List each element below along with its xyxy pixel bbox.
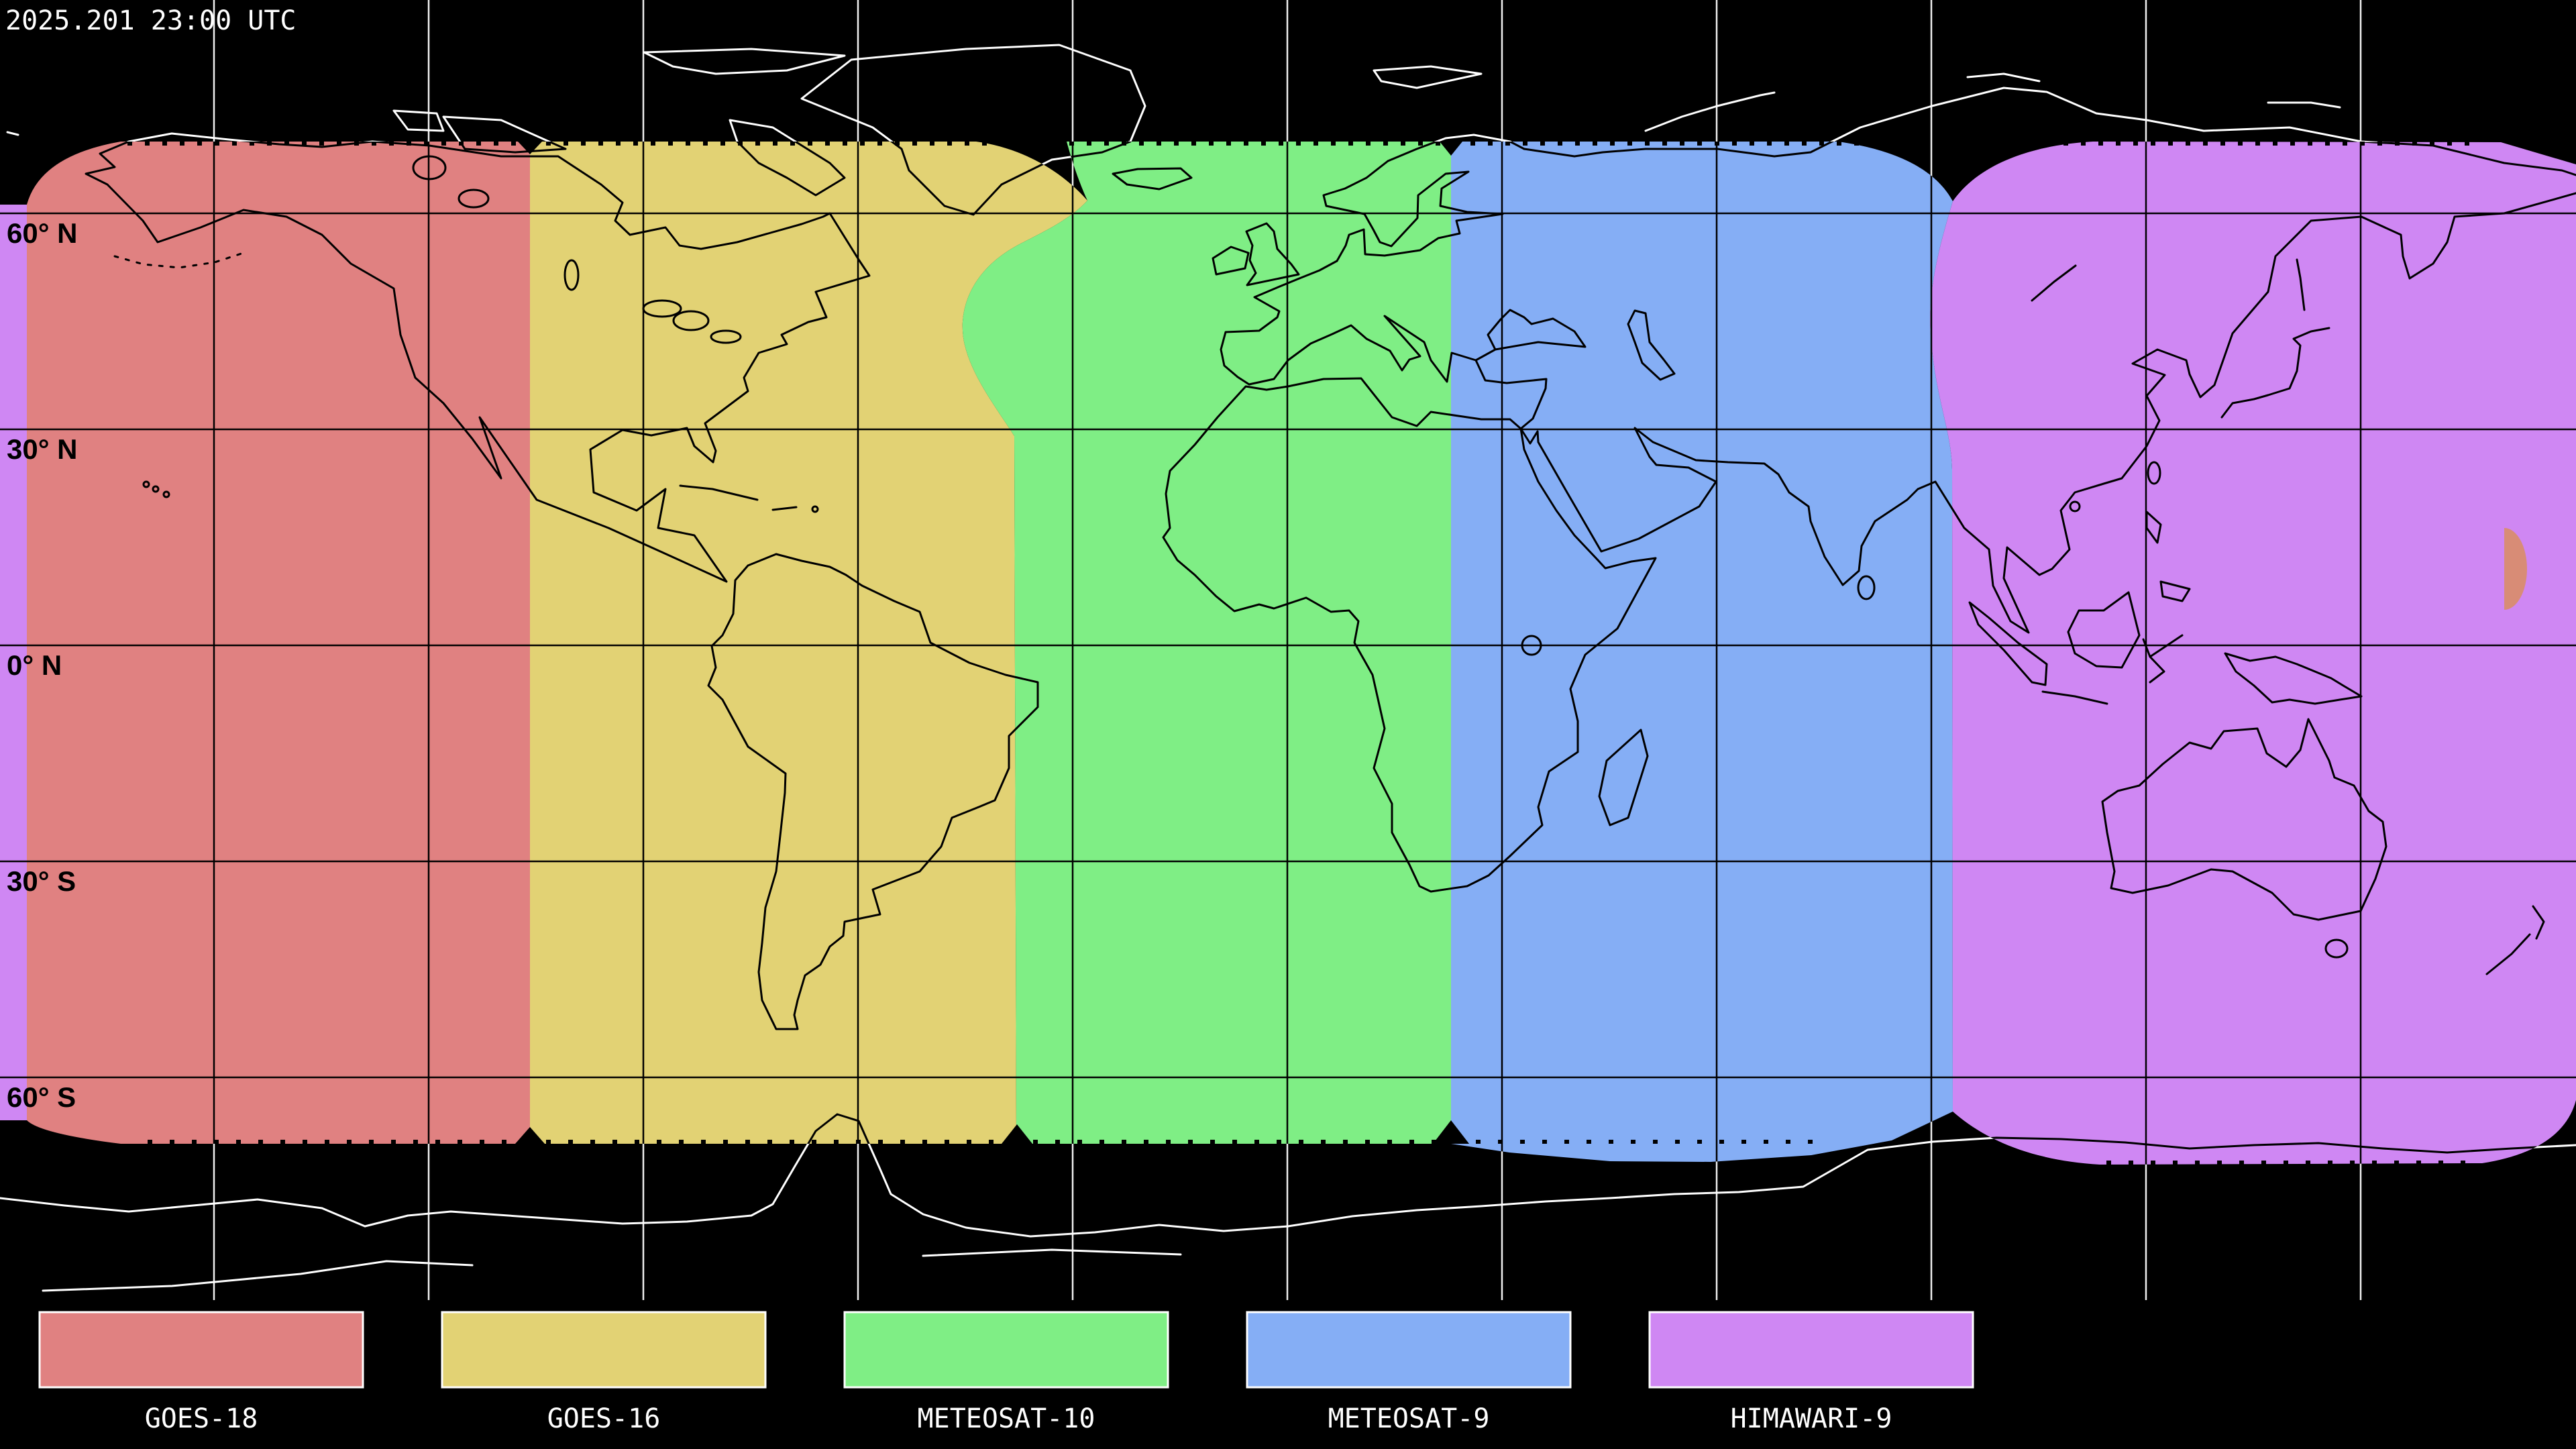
legend-label-himawari9: HIMAWARI-9 xyxy=(1731,1403,1892,1434)
legend-label-meteosat10: METEOSAT-10 xyxy=(918,1403,1095,1434)
coverage-edge-ticks xyxy=(127,142,2482,1165)
latitude-label-60n: 60° N xyxy=(7,217,78,249)
region-himawari9 xyxy=(1930,142,2576,1165)
legend-item: METEOSAT-9 xyxy=(1246,1311,1572,1434)
latitude-labels: 60° N 30° N 0° N 30° S 60° S xyxy=(7,217,78,1113)
region-goes18 xyxy=(27,142,530,1144)
latitude-label-30n: 30° N xyxy=(7,433,78,465)
timestamp: 2025.201 23:00 UTC xyxy=(5,5,296,36)
legend-label-goes16: GOES-16 xyxy=(547,1403,661,1434)
legend-item: METEOSAT-10 xyxy=(843,1311,1169,1434)
legend-swatch-goes18 xyxy=(38,1311,364,1389)
legend-swatch-meteosat9 xyxy=(1246,1311,1572,1389)
region-meteosat9 xyxy=(1451,142,1953,1162)
region-goes16 xyxy=(530,142,1087,1144)
legend-swatch-meteosat10 xyxy=(843,1311,1169,1389)
sun-glint-patch xyxy=(2504,528,2527,610)
latitude-label-60s: 60° S xyxy=(7,1081,76,1113)
latitude-label-0n: 0° N xyxy=(7,649,62,681)
legend-label-meteosat9: METEOSAT-9 xyxy=(1328,1403,1490,1434)
legend-item: GOES-18 xyxy=(38,1311,364,1434)
region-himawari9-wrap xyxy=(0,205,27,1120)
legend-label-goes18: GOES-18 xyxy=(145,1403,258,1434)
latitude-label-30s: 30° S xyxy=(7,865,76,897)
legend-item: GOES-16 xyxy=(441,1311,767,1434)
coverage-regions xyxy=(0,142,2576,1165)
legend: GOES-18 GOES-16 METEOSAT-10 METEOSAT-9 H… xyxy=(38,1311,1974,1434)
coverage-edge-notches xyxy=(515,142,1469,1144)
legend-swatch-goes16 xyxy=(441,1311,767,1389)
legend-item: HIMAWARI-9 xyxy=(1648,1311,1974,1434)
region-meteosat10 xyxy=(962,142,1451,1144)
legend-swatch-himawari9 xyxy=(1648,1311,1974,1389)
